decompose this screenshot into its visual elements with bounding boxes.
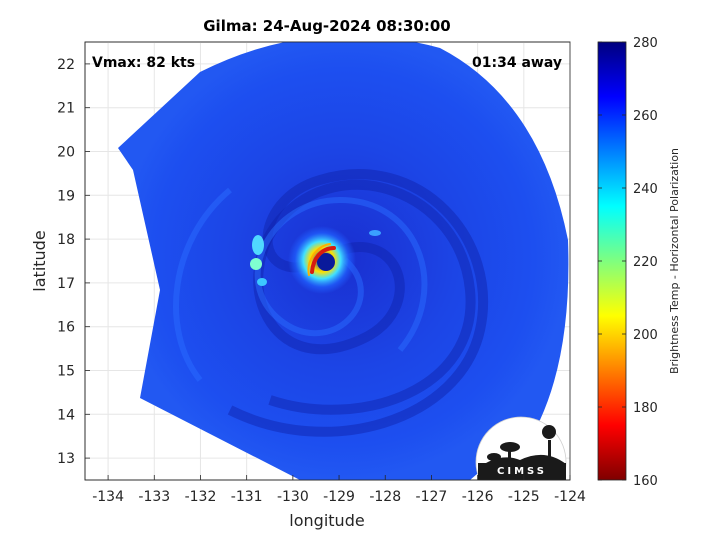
logo-text: CIMSS: [497, 466, 547, 477]
y-axis-label: latitude: [30, 230, 49, 291]
x-tick-label: -130: [277, 489, 309, 505]
y-tick-label: 15: [57, 364, 75, 380]
x-tick-label: -129: [323, 489, 355, 505]
rainband-blob: [369, 230, 381, 236]
x-tick-label: -131: [231, 489, 263, 505]
y-tick-label: 20: [57, 145, 75, 161]
x-tick-label: -128: [369, 489, 401, 505]
x-tick-label: -134: [92, 489, 124, 505]
colorbar-tick-label: 240: [633, 182, 658, 197]
y-tick-label: 16: [57, 320, 75, 336]
y-tick-label: 18: [57, 232, 75, 248]
x-tick-label: -124: [554, 489, 586, 505]
colorbar-tick-label: 220: [633, 255, 658, 270]
y-tick-label: 19: [57, 188, 75, 204]
x-tick-label: -132: [185, 489, 217, 505]
colorbar-tick-label: 260: [633, 109, 658, 124]
time-away-annotation: 01:34 away: [472, 55, 562, 71]
y-tick-label: 14: [57, 407, 75, 423]
y-tick-label: 22: [57, 57, 75, 73]
colorbar-tick-label: 180: [633, 401, 658, 416]
y-axis-ticks: 13 14 15 16 17 18 19 20 21 22: [57, 57, 90, 467]
colorbar-tick-label: 200: [633, 328, 658, 343]
chart-title: Gilma: 24-Aug-2024 08:30:00: [203, 17, 451, 35]
vmax-annotation: Vmax: 82 kts: [92, 55, 195, 71]
colorbar-ticks: 160 180 200 220 240 260 280: [598, 36, 658, 489]
rainband-blob: [250, 258, 262, 270]
colorbar: [597, 41, 627, 481]
y-tick-label: 17: [57, 276, 75, 292]
eyewall: [310, 246, 336, 274]
rainband-blob: [252, 235, 264, 255]
cimss-logo: CIMSS: [475, 416, 567, 480]
x-tick-label: -125: [508, 489, 540, 505]
brightness-field: [118, 42, 569, 480]
rainband-blob: [257, 278, 267, 286]
colorbar-label: Brightness Temp - Horizontal Polarizatio…: [668, 148, 681, 374]
x-tick-label: -126: [462, 489, 494, 505]
x-axis-label: longitude: [289, 511, 364, 530]
x-tick-label: -127: [416, 489, 448, 505]
y-tick-label: 21: [57, 101, 75, 117]
y-tick-label: 13: [57, 451, 75, 467]
colorbar-tick-label: 280: [633, 36, 658, 51]
colorbar-tick-label: 160: [633, 474, 658, 489]
x-axis-ticks: -134 -133 -132 -131 -130 -129 -128 -127 -126 -125…: [92, 475, 586, 505]
x-tick-label: -133: [138, 489, 170, 505]
axes-frame: [84, 41, 571, 481]
